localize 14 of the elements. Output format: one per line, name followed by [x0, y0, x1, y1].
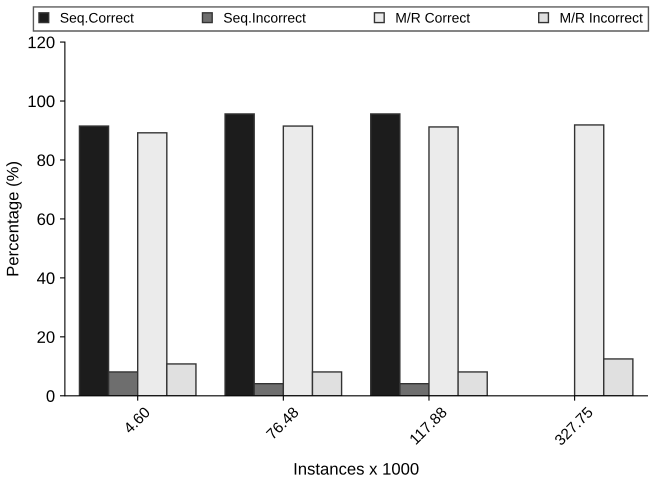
y-tick-label: 40 [37, 272, 55, 284]
y-tick-label: 20 [37, 331, 55, 344]
legend-label: Seq.Correct [60, 12, 134, 26]
y-axis-title: Percentage (%) [6, 162, 22, 276]
legend-label: Seq.Incorrect [224, 12, 306, 26]
y-tick-label: 60 [37, 213, 55, 226]
y-tick-label: 80 [37, 154, 55, 166]
legend-label: M/R Incorrect [560, 12, 643, 23]
x-axis-title: Instances x 1000 [294, 462, 419, 475]
y-tick-label: 100 [28, 95, 55, 108]
y-tick-label: 0 [46, 390, 55, 402]
x-tick-label: 4.60 [122, 406, 151, 434]
legend-label: M/R Correct [396, 12, 470, 23]
y-tick-label: 120 [28, 36, 55, 48]
